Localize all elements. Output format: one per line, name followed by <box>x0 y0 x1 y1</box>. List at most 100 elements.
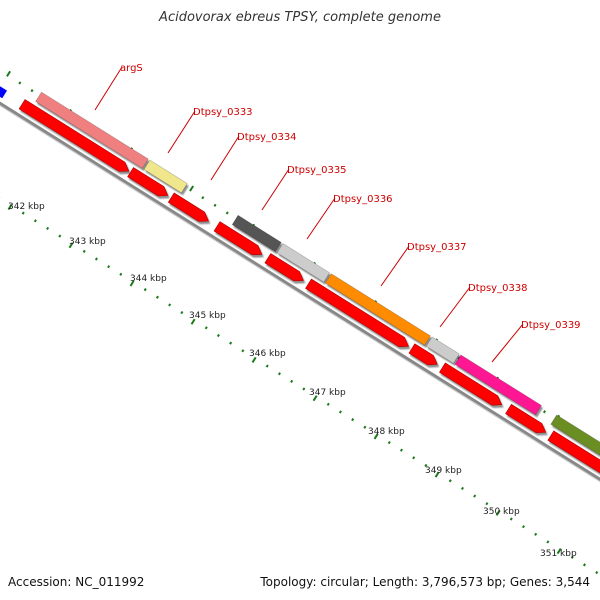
tick-mark <box>107 265 111 269</box>
tick-labels: 342 kbp 343 kbp 344 kbp 345 kbp 346 kbp 347 k… <box>8 202 577 559</box>
tick-mark <box>82 249 86 253</box>
tick-mark <box>68 242 74 249</box>
tick-mark <box>129 280 135 287</box>
cds-arrow <box>439 362 503 406</box>
tick-mark <box>216 333 220 338</box>
tick-label: 351 kbp <box>540 549 577 559</box>
cds-arrow <box>167 192 209 222</box>
tick-mark <box>434 471 440 478</box>
gene-label: Dtpsy_0338 <box>468 283 528 294</box>
tick-mark <box>213 203 217 207</box>
tick-mark <box>18 81 22 85</box>
tick-mark <box>33 219 37 223</box>
label-leader-line <box>306 197 336 240</box>
tick-mark <box>58 234 62 238</box>
genome-title: Acidovorax ebreus TPSY, complete genome <box>159 10 441 25</box>
gene-feature <box>550 414 600 456</box>
gene-label: Dtpsy_0334 <box>237 132 297 143</box>
gene-feature <box>454 354 542 416</box>
tick-mark <box>189 185 195 192</box>
gene-feature <box>143 159 188 194</box>
tick-label: 348 kbp <box>368 427 405 437</box>
tick-mark <box>180 310 184 315</box>
gene-feature <box>276 243 330 283</box>
tick-mark <box>338 410 342 414</box>
cds-arrow <box>408 343 438 366</box>
tick-mark <box>448 479 452 483</box>
tick-label: 350 kbp <box>483 507 520 517</box>
tick-mark <box>556 548 562 555</box>
gene-label: Dtpsy_0337 <box>407 242 467 253</box>
tick-label: 342 kbp <box>8 202 45 212</box>
tick-mark <box>534 532 538 536</box>
tick-mark <box>6 70 11 77</box>
tick-mark <box>7 203 13 211</box>
tick-label: 344 kbp <box>130 274 167 284</box>
gene-feature <box>35 91 149 169</box>
gene-labels: argS Dtpsy_0333 Dtpsy_0334 Dtpsy_0335 Dtpsy_… <box>94 63 581 363</box>
tick-mark <box>201 196 205 200</box>
tick-mark <box>570 555 574 559</box>
tick-mark <box>387 440 391 445</box>
gene-features <box>0 86 600 474</box>
label-leader-line <box>439 286 471 328</box>
tick-mark <box>119 272 123 276</box>
backbone-highlight <box>0 105 600 483</box>
tick-mark <box>485 502 489 506</box>
gene-label: Dtpsy_0336 <box>333 194 393 205</box>
label-leader-line <box>261 168 290 211</box>
cds-arrow <box>18 99 130 172</box>
tick-mark <box>312 395 318 402</box>
cds-arrow <box>264 253 304 282</box>
gene-label: argS <box>120 63 143 74</box>
cds-arrow <box>505 403 547 434</box>
tick-mark <box>143 288 147 292</box>
tick-mark <box>168 303 172 307</box>
tick-mark <box>595 570 599 575</box>
tick-mark <box>424 463 428 468</box>
edge-feature-marker <box>0 86 8 99</box>
tick-mark <box>521 525 525 529</box>
tick-mark <box>265 364 269 368</box>
tick-mark <box>326 402 330 406</box>
label-leader-line <box>210 135 240 181</box>
tick-mark <box>363 425 367 429</box>
tick-mark <box>30 89 34 93</box>
genome-backbone <box>0 101 600 483</box>
tick-mark <box>229 341 233 345</box>
tick-mark <box>582 563 587 567</box>
tick-label: 346 kbp <box>249 349 286 359</box>
cds-arrow <box>547 430 600 474</box>
tick-mark <box>351 418 355 422</box>
backbone-line <box>0 101 600 482</box>
tick-label: 345 kbp <box>189 311 226 321</box>
label-leader-line <box>167 110 196 154</box>
tick-mark <box>546 540 550 544</box>
tick-label: 347 kbp <box>309 388 346 398</box>
tick-mark <box>94 257 98 261</box>
tick-mark <box>290 379 294 383</box>
label-leader-line <box>491 323 524 363</box>
gene-label: Dtpsy_0339 <box>521 320 581 331</box>
tick-mark <box>46 226 50 231</box>
tick-mark <box>509 517 513 521</box>
tick-mark <box>277 372 281 376</box>
gene-feature <box>231 214 282 253</box>
tick-mark <box>155 295 159 299</box>
tick-mark <box>302 387 306 391</box>
tick-mark <box>495 509 501 516</box>
label-leader-line <box>380 245 410 287</box>
tick-mark <box>473 494 477 498</box>
topology-text: Topology: circular; Length: 3,796,573 bp… <box>260 575 590 589</box>
tick-label: 349 kbp <box>425 466 462 476</box>
tick-mark <box>399 448 403 452</box>
cds-arrow <box>127 167 169 197</box>
tick-mark <box>460 486 464 491</box>
tick-mark <box>21 211 25 215</box>
tick-mark <box>251 356 257 363</box>
label-leader-line <box>94 66 123 111</box>
accession-text: Accession: NC_011992 <box>8 575 145 589</box>
tick-mark <box>190 318 196 325</box>
